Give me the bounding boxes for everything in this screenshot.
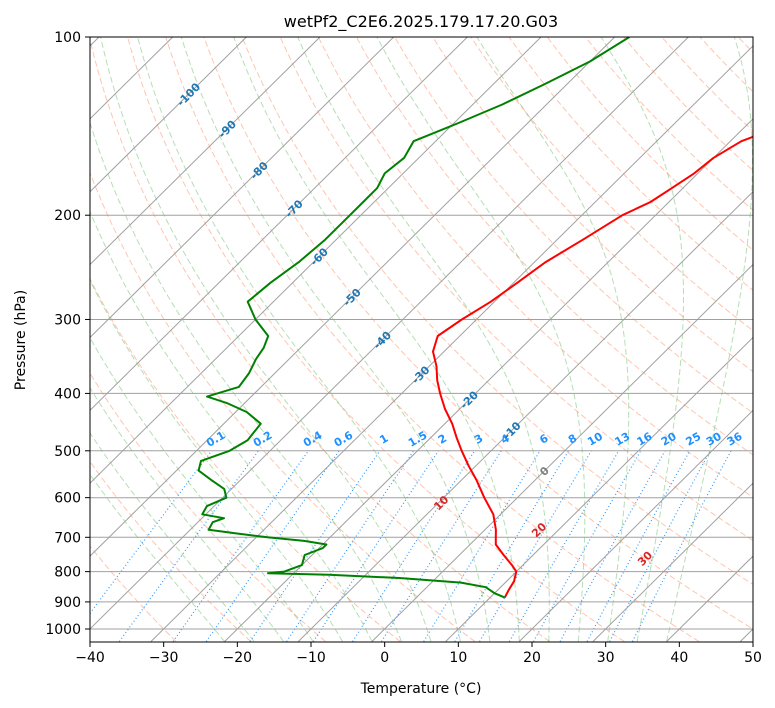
plot-frame: [89, 36, 754, 643]
dry-adiabat: [432, 37, 753, 373]
moist-adiabat: [90, 432, 255, 642]
y-axis-label: Pressure (hPa): [13, 290, 29, 390]
isotherm-line: [297, 191, 753, 642]
dry-adiabat: [90, 37, 550, 642]
x-tick-label: 0: [380, 650, 389, 666]
y-tick-label: 500: [54, 444, 81, 460]
y-tick-label: 200: [54, 208, 81, 224]
dry-adiabat: [241, 37, 753, 585]
x-tick-label: 20: [523, 650, 541, 666]
y-tick-label: 800: [54, 565, 81, 581]
mixing-ratio-line: [533, 450, 642, 642]
isotherm-line: [518, 409, 753, 642]
x-tick-label: −40: [75, 650, 105, 666]
isotherm-line: [90, 37, 395, 339]
y-tick-label: 700: [54, 530, 81, 546]
x-tick-label: −30: [149, 650, 179, 666]
moist-adiabat: [376, 37, 586, 642]
mixing-ratio-line: [381, 450, 502, 642]
temperature-line: [432, 135, 753, 599]
mixing-ratio-line: [609, 450, 711, 642]
isotherm-line: [150, 45, 753, 642]
dry-adiabat: [90, 545, 177, 642]
moist-adiabat: [90, 473, 226, 642]
x-axis-label: Temperature (°C): [360, 681, 482, 697]
mixing-ratio-line: [454, 450, 570, 642]
mixing-ratio-line: [249, 450, 381, 642]
isotherm-line: [90, 37, 689, 630]
isotherm-line: [90, 37, 247, 193]
x-tick-label: −20: [223, 650, 253, 666]
y-tick-label: 100: [54, 30, 81, 46]
mixing-ratio-line: [559, 450, 666, 642]
moist-adiabat: [233, 37, 520, 642]
mixing-ratio-line: [423, 450, 541, 642]
moist-adiabat: [666, 37, 753, 642]
x-tick-label: 40: [670, 650, 688, 666]
y-tick-label: 1000: [45, 622, 81, 638]
dry-adiabat: [317, 37, 753, 498]
moist-adiabat: [476, 37, 630, 642]
moist-adiabat: [90, 279, 343, 642]
isotherm-line: [90, 37, 542, 484]
moist-adiabat: [297, 37, 550, 642]
isotherm-line: [90, 37, 468, 412]
isotherm-line: [224, 118, 753, 642]
axis-ticks: −40 −30 −20 −10 0 10 20 30 40 50 100 200 300 400 500 60…: [45, 30, 762, 666]
mixing-ratio-line: [205, 450, 340, 642]
dry-adiabat: [470, 37, 753, 332]
moist-adiabat: [137, 37, 461, 642]
dry-adiabat: [90, 460, 252, 642]
x-tick-label: 30: [597, 650, 615, 666]
x-tick-label: −10: [296, 650, 326, 666]
isotherm-line: [371, 263, 753, 642]
mixing-ratio-line: [586, 450, 691, 642]
dewpoint-line: [197, 37, 630, 599]
moist-adiabat: [90, 210, 373, 642]
isotherm-line: [592, 482, 753, 642]
dry-adiabat: [90, 171, 476, 642]
dry-adiabat: [356, 37, 753, 456]
y-tick-label: 400: [54, 386, 81, 402]
plot-area: 0.1 0.2 0.4 0.6 1 1.5 2 3 4 6 8 10 13 16 20 25 30 36-100-…: [90, 37, 753, 642]
isotherm-line: [90, 37, 616, 557]
y-tick-label: 900: [54, 595, 81, 611]
isotherm-line: [445, 336, 753, 642]
x-tick-label: 10: [449, 650, 467, 666]
dry-adiabat: [90, 372, 326, 642]
moist-adiabat: [600, 37, 684, 642]
dry-adiabat: [203, 37, 753, 630]
moist-adiabat: [100, 37, 432, 642]
dry-adiabat: [127, 37, 625, 642]
chart-title: wetPf2_C2E6.2025.179.17.20.G03: [284, 12, 558, 32]
isotherm-line: [90, 37, 321, 266]
mixing-ratio-line: [172, 450, 309, 642]
x-tick-label: 50: [744, 650, 762, 666]
y-tick-label: 600: [54, 491, 81, 507]
y-tick-label: 300: [54, 312, 81, 328]
moist-adiabat: [90, 386, 284, 642]
